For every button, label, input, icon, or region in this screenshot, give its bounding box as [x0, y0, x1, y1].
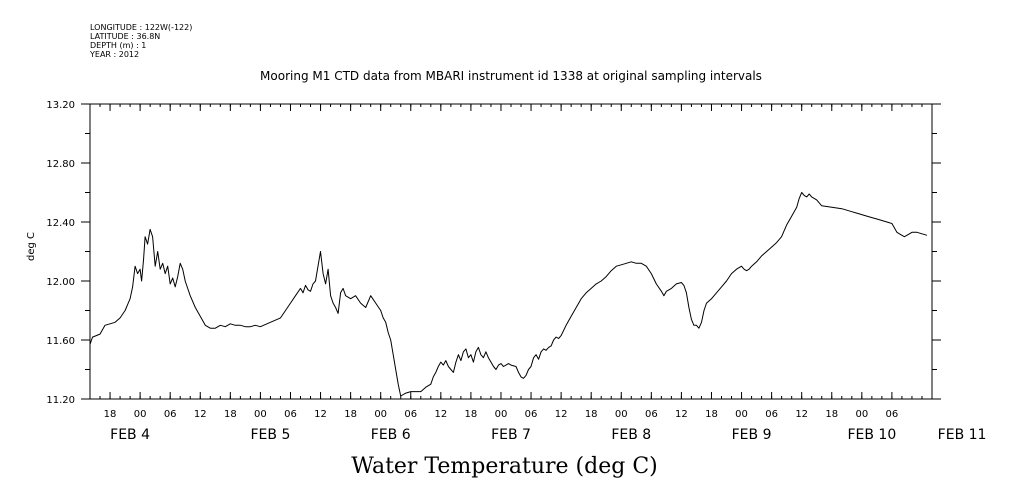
y-tick-label: 11.60 [46, 336, 75, 347]
x-tick-label: 18 [825, 409, 838, 420]
x-tick-label: 18 [344, 409, 357, 420]
x-tick-label: 12 [314, 409, 327, 420]
x-date-label: FEB 5 [250, 427, 290, 443]
y-tick-label: 12.40 [46, 218, 75, 229]
x-date-label: FEB 10 [847, 427, 896, 443]
y-tick-label: 11.20 [46, 395, 75, 406]
x-date-label: FEB 4 [110, 427, 150, 443]
x-tick-label: 00 [735, 409, 748, 420]
x-tick-label: 00 [855, 409, 868, 420]
y-tick-label: 13.20 [46, 100, 75, 111]
x-tick-label: 06 [164, 409, 177, 420]
year-label: YEAR : 2012 [90, 50, 140, 59]
plot-frame [89, 103, 933, 400]
x-date-label: FEB 6 [371, 427, 411, 443]
y-tick-label: 12.00 [46, 277, 75, 288]
x-tick-label: 18 [104, 409, 117, 420]
x-date-label: FEB 8 [611, 427, 651, 443]
temperature-series-line [89, 192, 928, 397]
depth-label: DEPTH (m) : 1 [90, 41, 147, 50]
chart-xlabel: Water Temperature (deg C) [351, 454, 658, 479]
x-tick-label: 00 [254, 409, 267, 420]
x-date-label: FEB 9 [732, 427, 772, 443]
chart-title: Mooring M1 CTD data from MBARI instrumen… [260, 69, 762, 83]
x-tick-label: 18 [705, 409, 718, 420]
x-tick-label: 06 [645, 409, 658, 420]
x-tick-label: 00 [495, 409, 508, 420]
x-tick-label: 06 [404, 409, 417, 420]
x-tick-label: 06 [765, 409, 778, 420]
x-tick-label: 18 [224, 409, 237, 420]
x-tick-label: 12 [675, 409, 688, 420]
x-tick-label: 00 [615, 409, 628, 420]
x-tick-label: 06 [886, 409, 899, 420]
x-tick-label: 06 [284, 409, 297, 420]
x-date-label: FEB 11 [938, 427, 987, 443]
x-tick-label: 12 [795, 409, 808, 420]
x-tick-label: 06 [525, 409, 538, 420]
x-tick-label: 12 [555, 409, 568, 420]
x-tick-label: 18 [465, 409, 478, 420]
x-date-label: FEB 7 [491, 427, 531, 443]
x-tick-label: 12 [194, 409, 207, 420]
x-tick-label: 12 [434, 409, 447, 420]
y-tick-label: 12.80 [46, 159, 75, 170]
x-tick-label: 18 [585, 409, 598, 420]
x-tick-label: 00 [134, 409, 147, 420]
latitude-label: LATITUDE : 36.8N [90, 32, 161, 41]
longitude-label: LONGITUDE : 122W(-122) [90, 23, 193, 32]
x-tick-label: 00 [374, 409, 387, 420]
y-axis-label: deg C [26, 232, 37, 261]
